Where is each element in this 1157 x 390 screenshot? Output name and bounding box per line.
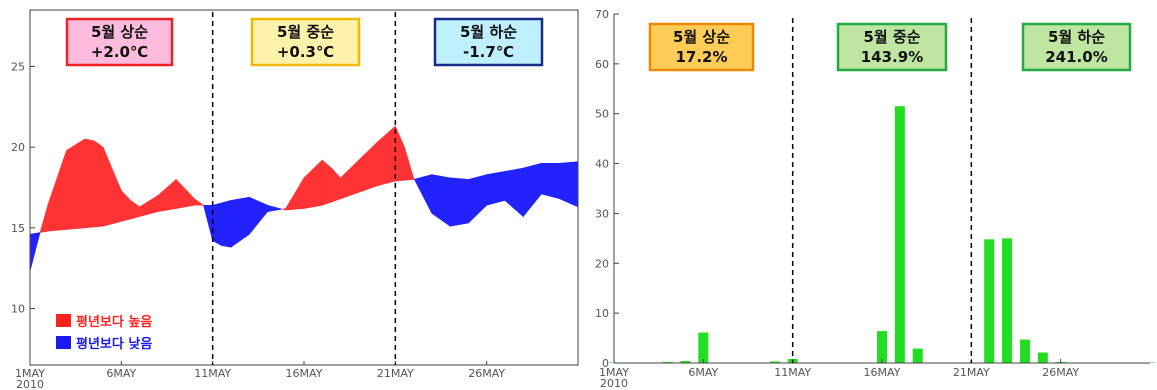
below-normal-area xyxy=(29,232,40,272)
above-normal-area xyxy=(139,195,159,217)
y-tick-label: 50 xyxy=(595,108,609,121)
above-normal-area xyxy=(47,150,67,232)
below-normal-area xyxy=(212,202,223,247)
period-title: 5월 하순 xyxy=(1048,28,1105,46)
period-box xyxy=(1021,22,1132,72)
period-title: 5월 중순 xyxy=(863,28,920,46)
below-normal-area xyxy=(541,162,561,200)
period-value: 17.2% xyxy=(675,48,727,66)
period-value: 143.9% xyxy=(861,48,923,66)
above-normal-area xyxy=(376,125,396,187)
above-normal-area xyxy=(66,138,86,230)
below-normal-area xyxy=(203,204,213,241)
below-normal-area xyxy=(38,232,41,236)
year-label: 2010 xyxy=(16,378,44,390)
above-normal-area xyxy=(121,189,131,222)
period-title: 5월 중순 xyxy=(277,23,334,41)
x-tick-label: 11MAY xyxy=(194,367,231,380)
year-label: 2010 xyxy=(600,377,628,390)
period-value: +0.3℃ xyxy=(277,43,334,61)
above-normal-area xyxy=(395,126,405,182)
above-normal-area xyxy=(175,178,195,209)
y-tick-label: 70 xyxy=(595,8,609,21)
above-normal-area xyxy=(282,208,287,211)
above-normal-area xyxy=(39,203,49,233)
period-title: 5월 하순 xyxy=(460,23,517,41)
y-tick-label: 40 xyxy=(595,158,609,171)
precip-bar xyxy=(894,106,905,363)
below-normal-area xyxy=(449,177,469,227)
period-value: +2.0℃ xyxy=(91,43,148,61)
y-tick-label: 30 xyxy=(595,207,609,220)
below-normal-area xyxy=(559,161,579,208)
x-tick-label: 26MAY xyxy=(1042,366,1079,379)
above-normal-area xyxy=(84,138,95,229)
precip-bar xyxy=(1037,352,1048,363)
period-box xyxy=(836,22,948,72)
below-normal-area xyxy=(413,174,433,214)
precip-bar xyxy=(877,331,887,363)
above-normal-area xyxy=(93,140,104,228)
below-normal-area xyxy=(486,171,506,206)
y-tick-label: 15 xyxy=(11,222,25,235)
legend-swatch xyxy=(56,314,71,327)
x-tick-label: 6MAY xyxy=(106,367,136,380)
above-normal-area xyxy=(157,178,177,213)
period-title: 5월 상순 xyxy=(91,23,148,41)
above-normal-area xyxy=(340,159,360,200)
legend-label: 평년보다 낮음 xyxy=(76,336,152,352)
below-normal-area xyxy=(230,196,250,248)
above-normal-area xyxy=(321,159,332,206)
above-normal-area xyxy=(194,198,205,206)
y-tick-label: 0 xyxy=(602,357,609,370)
period-box xyxy=(250,17,361,67)
y-tick-label: 60 xyxy=(595,58,609,71)
below-normal-area xyxy=(522,162,542,218)
precip-bar xyxy=(1019,339,1030,363)
y-tick-label: 10 xyxy=(595,307,609,320)
precip-bar xyxy=(769,361,780,363)
period-box xyxy=(648,22,755,72)
legend-swatch xyxy=(56,336,71,349)
y-tick-label: 10 xyxy=(11,303,25,316)
period-box xyxy=(433,17,544,67)
x-tick-label: 1MAY xyxy=(15,367,45,380)
above-normal-area xyxy=(102,147,122,227)
legend-label: 평년보다 높음 xyxy=(76,314,152,330)
below-normal-area xyxy=(468,174,487,224)
above-normal-area xyxy=(130,199,140,220)
precip-bar xyxy=(1002,238,1013,363)
below-normal-area xyxy=(221,200,232,248)
precip-bar xyxy=(680,361,691,363)
y-tick-label: 20 xyxy=(11,141,25,154)
precip-bar xyxy=(984,239,995,363)
x-tick-label: 21MAY xyxy=(377,367,414,380)
x-tick-label: 6MAY xyxy=(688,366,718,379)
x-tick-label: 16MAY xyxy=(286,367,323,380)
y-tick-label: 20 xyxy=(595,257,609,270)
y-tick-label: 25 xyxy=(11,60,25,73)
below-normal-area xyxy=(248,196,268,236)
x-tick-label: 21MAY xyxy=(953,366,990,379)
above-normal-area xyxy=(404,147,414,181)
x-tick-label: 16MAY xyxy=(864,366,901,379)
above-normal-area xyxy=(285,176,305,211)
above-normal-area xyxy=(303,159,323,209)
below-normal-area xyxy=(267,204,283,213)
x-tick-label: 26MAY xyxy=(468,367,505,380)
period-value: 241.0% xyxy=(1045,48,1107,66)
below-normal-area xyxy=(431,174,451,227)
period-box xyxy=(65,17,174,67)
below-normal-area xyxy=(504,167,524,218)
precip-bar xyxy=(698,332,709,363)
precip-bar xyxy=(912,348,923,363)
period-title: 5월 상순 xyxy=(673,28,730,46)
x-tick-label: 1MAY xyxy=(599,366,629,379)
above-normal-area xyxy=(331,167,341,203)
x-tick-label: 11MAY xyxy=(774,366,811,379)
above-normal-area xyxy=(358,141,378,193)
period-value: -1.7℃ xyxy=(463,43,514,61)
